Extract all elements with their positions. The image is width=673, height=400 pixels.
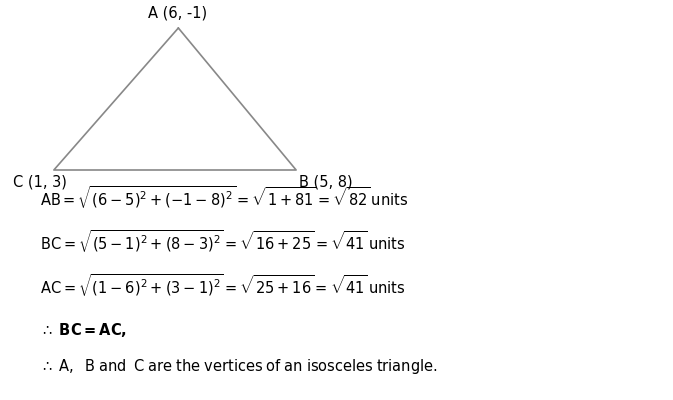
Text: B (5, 8): B (5, 8) xyxy=(299,174,353,189)
Text: C (1, 3): C (1, 3) xyxy=(13,174,67,189)
Text: $\mathrm{AC}{=}\sqrt{(1-6)^{2}+(3-1)^{2}}=\sqrt{25+16}=\sqrt{41}\,\mathrm{units}: $\mathrm{AC}{=}\sqrt{(1-6)^{2}+(3-1)^{2}… xyxy=(40,272,406,300)
Text: $\mathrm{BC} =\sqrt{(5-1)^{2}+(8-3)^{2}}=\sqrt{16+25}=\sqrt{41}\,\mathrm{units}$: $\mathrm{BC} =\sqrt{(5-1)^{2}+(8-3)^{2}}… xyxy=(40,228,406,256)
Text: $\therefore\;\mathrm{A,\;\;B\;and\;\;C\;are\;the\;vertices\;of\;an\;isosceles\;t: $\therefore\;\mathrm{A,\;\;B\;and\;\;C\;… xyxy=(40,356,438,376)
Text: A (6, -1): A (6, -1) xyxy=(148,5,207,20)
Text: $\therefore\;\mathrm{\mathbf{BC=AC,}}$: $\therefore\;\mathrm{\mathbf{BC=AC,}}$ xyxy=(40,321,127,339)
Text: $\mathrm{AB} =\sqrt{(6-5)^{2}+(-1-8)^{2}}=\sqrt{1+81}=\sqrt{82}\,\mathrm{units}$: $\mathrm{AB} =\sqrt{(6-5)^{2}+(-1-8)^{2}… xyxy=(40,184,409,212)
